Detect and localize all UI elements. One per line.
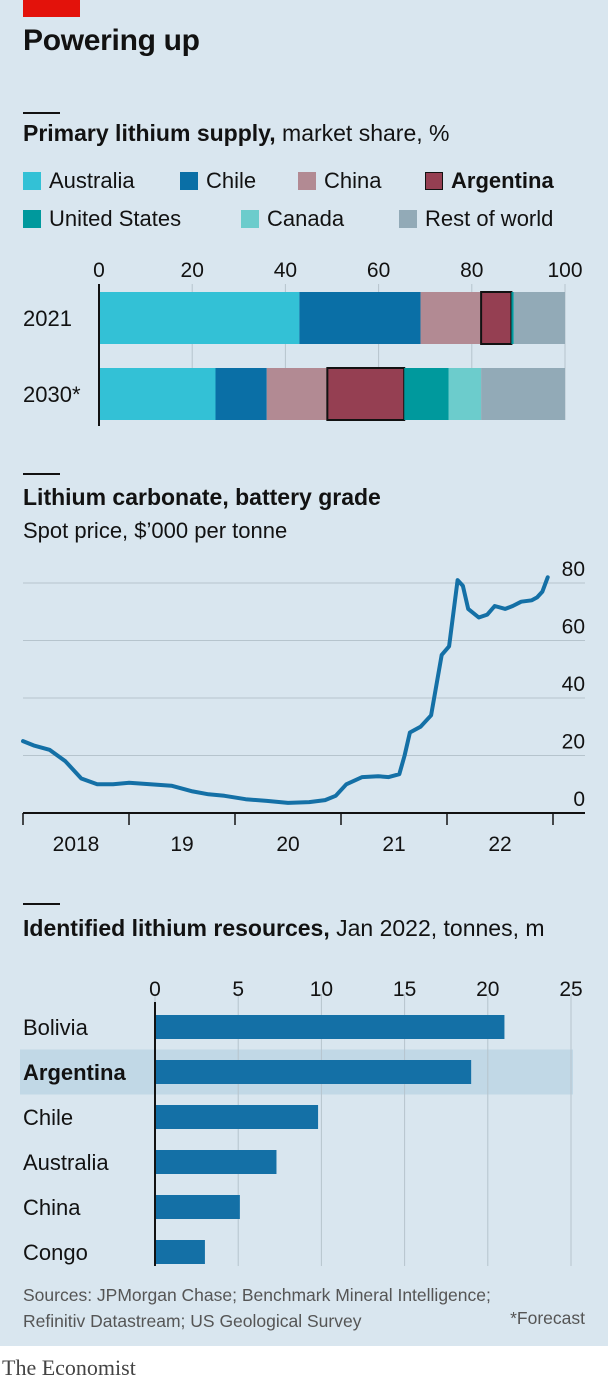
legend-label: Argentina	[451, 168, 554, 193]
bar-segment-argentina	[480, 291, 513, 345]
x-tick-label: 19	[170, 833, 193, 856]
category-label: 2021	[23, 306, 72, 331]
x-tick-label: 20	[476, 978, 499, 1001]
page-title: Powering up	[23, 24, 200, 57]
bar-argentina	[155, 1060, 472, 1084]
brand-logo-text: The Economist	[2, 1355, 136, 1380]
x-tick-label: 5	[232, 978, 244, 1001]
bar-segment-china	[266, 368, 328, 420]
footer-bar	[0, 1346, 608, 1384]
y-tick-label: 60	[562, 616, 585, 639]
chart3-title-rest: Jan 2022, tonnes, m	[329, 915, 545, 941]
x-tick-label: 15	[393, 978, 416, 1001]
category-label: Australia	[23, 1150, 109, 1175]
bar-australia	[155, 1150, 277, 1174]
sources-line-1: Sources: JPMorgan Chase; Benchmark Miner…	[23, 1285, 491, 1305]
bar-segment-australia	[99, 292, 300, 344]
bar-chile	[155, 1105, 319, 1129]
sources-note: Sources: JPMorgan Chase; Benchmark Miner…	[23, 1282, 491, 1334]
category-label: Argentina	[23, 1060, 126, 1085]
chart2-title: Lithium carbonate, battery grade	[23, 484, 381, 510]
x-tick-label: 0	[149, 978, 161, 1001]
chart2-rule	[23, 473, 60, 475]
category-label: Chile	[23, 1105, 73, 1130]
legend-swatch	[241, 210, 259, 228]
chart1-title-bold: Primary lithium supply,	[23, 120, 276, 146]
bar-segment-canada	[448, 368, 482, 420]
brand-red-tag	[23, 0, 80, 17]
legend-swatch	[399, 210, 417, 228]
legend-item-argentina: Argentina	[425, 168, 554, 194]
legend-label: Australia	[49, 168, 135, 193]
legend-item-united-states: United States	[23, 206, 181, 232]
x-tick-label: 22	[488, 833, 511, 856]
chart2-line-chart: 0 20 40 60 80 2018 19 20 21 22	[21, 558, 585, 856]
bar-segment-china	[420, 292, 482, 344]
legend-swatch	[425, 172, 443, 190]
category-label: 2030*	[23, 382, 81, 407]
chart2-subtitle: Spot price, $’000 per tonne	[23, 518, 288, 543]
bar-congo	[155, 1240, 205, 1264]
legend-label: United States	[49, 206, 182, 231]
legend-item-chile: Chile	[180, 168, 256, 194]
chart3-title: Identified lithium resources, Jan 2022, …	[23, 915, 545, 942]
category-label: China	[23, 1195, 81, 1220]
legend-label: Rest of world	[425, 206, 554, 231]
bar-segment-united-states	[404, 368, 449, 420]
legend-swatch	[23, 210, 41, 228]
x-tick-label: 0	[93, 259, 105, 282]
bar-segment-australia	[99, 368, 216, 420]
chart3-bar-chart: 0 5 10 15 20 25 Bolivia Argentina Chile Australia…	[20, 978, 583, 1266]
bar-segment-rest-of-world	[513, 292, 565, 344]
forecast-note: *Forecast	[510, 1308, 585, 1328]
category-label: Congo	[23, 1240, 88, 1265]
y-tick-label: 40	[562, 673, 585, 696]
category-label: Bolivia	[23, 1015, 89, 1040]
bar-china	[155, 1195, 240, 1219]
x-tick-label: 10	[310, 978, 333, 1001]
y-tick-label: 0	[573, 788, 585, 811]
legend-item-china: China	[298, 168, 381, 194]
bar-segment-chile	[215, 368, 267, 420]
bar-bolivia	[155, 1015, 505, 1039]
x-tick-label: 80	[460, 259, 483, 282]
x-tick-label: 40	[274, 259, 297, 282]
legend-swatch	[298, 172, 316, 190]
bar-segment-united-states	[511, 292, 514, 344]
y-tick-label: 80	[562, 558, 585, 581]
legend-swatch	[23, 172, 41, 190]
x-tick-label: 2018	[53, 833, 100, 856]
legend-item-rest-of-world: Rest of world	[399, 206, 553, 232]
legend-item-canada: Canada	[241, 206, 344, 232]
chart1-rule	[23, 112, 60, 114]
x-tick-label: 20	[276, 833, 299, 856]
legend-item-australia: Australia	[23, 168, 135, 194]
y-tick-label: 20	[562, 731, 585, 754]
bar-segment-argentina	[326, 367, 406, 421]
legend-label: China	[324, 168, 382, 193]
chart1-title: Primary lithium supply, market share, %	[23, 120, 449, 147]
x-tick-label: 21	[382, 833, 405, 856]
chart3-title-bold: Identified lithium resources,	[23, 915, 330, 941]
x-tick-label: 100	[547, 259, 582, 282]
series-line-spot-price	[21, 575, 550, 805]
sources-line-2: Refinitiv Datastream; US Geological Surv…	[23, 1311, 362, 1331]
legend-label: Chile	[206, 168, 257, 193]
bar-segment-rest-of-world	[481, 368, 565, 420]
bar-segment-chile	[299, 292, 421, 344]
x-tick-label: 20	[181, 259, 204, 282]
x-tick-label: 25	[559, 978, 582, 1001]
legend-swatch	[180, 172, 198, 190]
chart1-stacked-bar-chart: 0 20 40 60 80 100 2021 2030*	[23, 259, 583, 426]
legend-label: Canada	[267, 206, 345, 231]
chart1-title-rest: market share, %	[275, 120, 450, 146]
chart3-rule	[23, 903, 60, 905]
x-tick-label: 60	[367, 259, 390, 282]
